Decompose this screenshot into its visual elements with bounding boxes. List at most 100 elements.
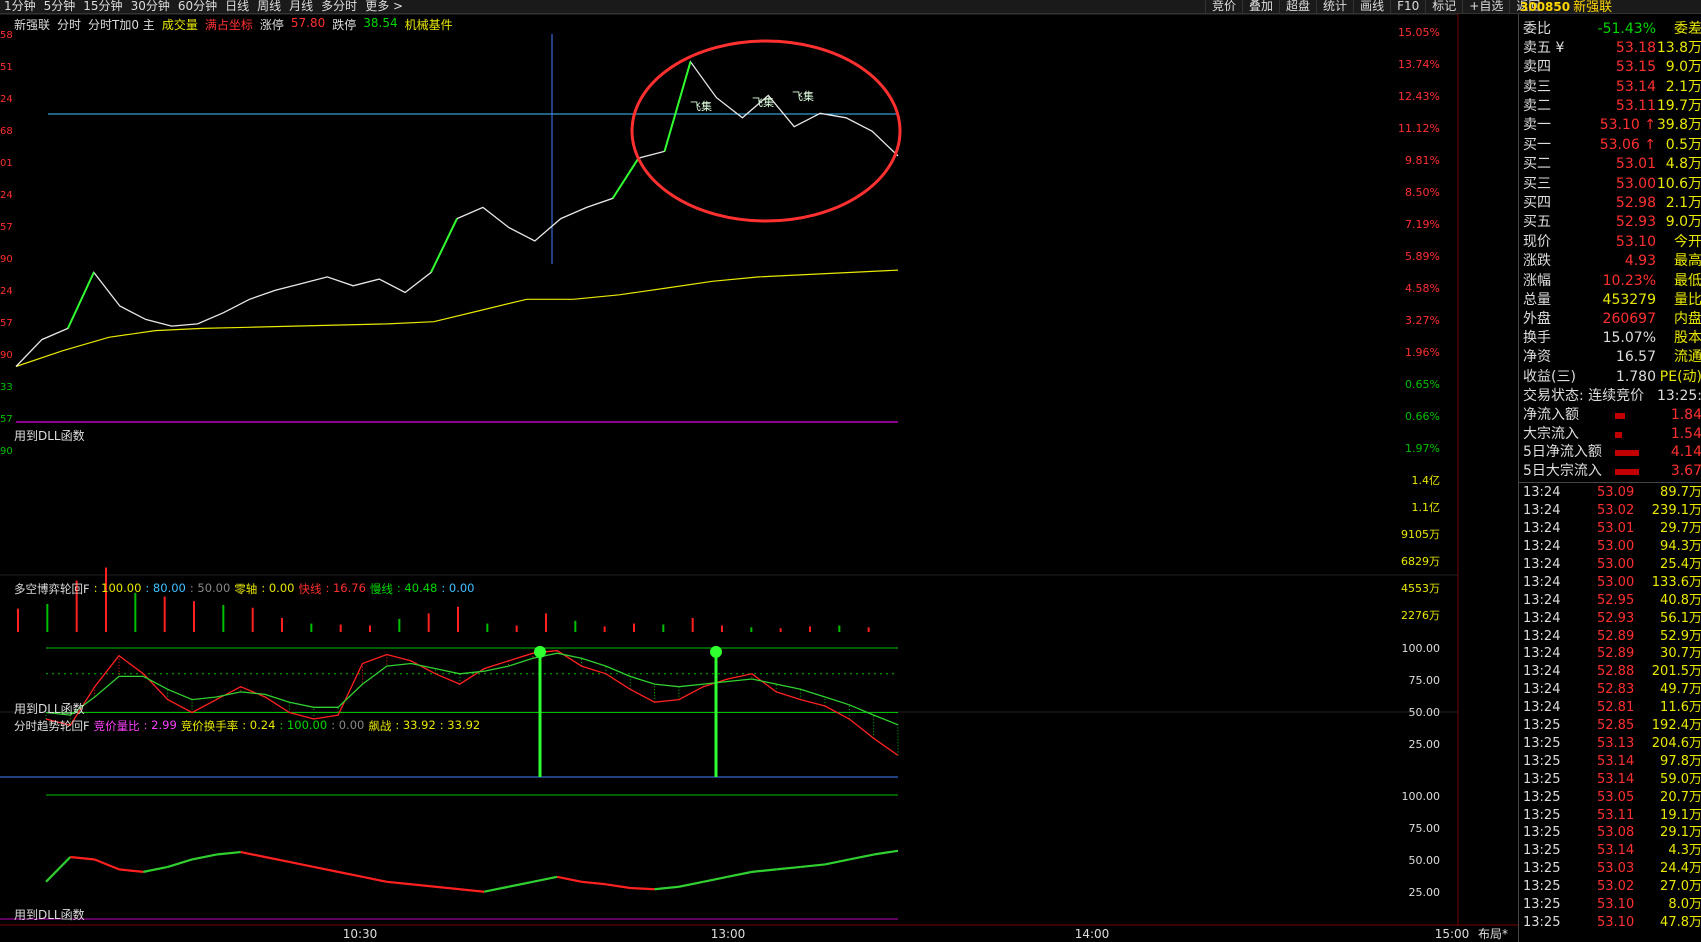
quote-row: 现价 53.10 今开	[1523, 234, 1701, 251]
sector-label[interactable]: 机械基件	[404, 18, 453, 32]
period-tab[interactable]: 周线	[257, 0, 282, 13]
price-axis-left-label: 51	[0, 62, 13, 73]
trade-row: 13:25 53.10 47.8万	[1523, 914, 1701, 930]
tool-button[interactable]: +自选	[1462, 0, 1509, 13]
period-tab[interactable]: 60分钟	[177, 0, 218, 13]
time-axis-label: 10:30	[343, 927, 378, 941]
tool-button[interactable]: 叠加	[1242, 0, 1279, 13]
mode-tab-1[interactable]: 分时	[57, 18, 82, 32]
bid-row: 买一 53.06 ↑ 0.5万	[1523, 137, 1701, 154]
trade-row: 13:25 53.03 24.4万	[1523, 861, 1701, 877]
flow-row: 5日大宗流入 3.67	[1523, 462, 1701, 479]
panel1-slow-line	[45, 652, 899, 726]
stock-name: 新强联	[1573, 0, 1613, 15]
panel1-v2: : 80.00	[145, 581, 186, 595]
panel2-trend-line	[118, 868, 144, 873]
quote-row: 涨幅 10.23% 最低	[1523, 272, 1701, 289]
trade-row: 13:25 52.85 192.4万	[1523, 718, 1701, 733]
price-axis-label: 4.58%	[1405, 282, 1440, 295]
dll-label-volume: 用到DLL函数	[14, 429, 85, 443]
panel1-v4: : 0.00	[441, 581, 475, 595]
quote-row: 换手 15.07% 股本	[1523, 330, 1701, 347]
ask-row: 卖五 ¥53.18 13.8万	[1523, 40, 1701, 57]
panel2-trend-line	[581, 880, 606, 886]
trade-row: 13:25 53.02 27.0万	[1523, 879, 1701, 895]
trade-row: 13:24 52.93 56.1万	[1523, 610, 1701, 626]
period-tab[interactable]: 1分钟	[4, 0, 36, 13]
panel2-trend-line	[143, 865, 168, 873]
trade-row: 13:24 52.95 40.8万	[1523, 592, 1701, 608]
quote-row: 收益(三) 1.780 PE(动)	[1523, 368, 1701, 385]
panel2-trend-line	[191, 853, 217, 861]
panel2-trend-line	[532, 875, 558, 883]
panel1-v1: : 100.00	[93, 581, 142, 595]
tool-button[interactable]: 超盘	[1279, 0, 1316, 13]
trade-row: 13:25 53.11 19.1万	[1523, 807, 1701, 823]
price-axis-left-label: 90	[0, 254, 13, 265]
quote-panel: 委比 -51.43% 委差 卖五 ¥53.18 13.8万 卖四 53.15 9.0万 卖三 53…	[1518, 14, 1701, 942]
panel2-trend-line	[459, 888, 485, 893]
flow-row: 5日净流入额 4.14	[1523, 444, 1701, 461]
price-axis-left-label: 57	[0, 414, 13, 425]
period-tab[interactable]: 15分钟	[83, 0, 123, 13]
coord-toggle[interactable]: 满占坐标	[204, 18, 253, 32]
panel2-fight-value: : 33.92	[395, 718, 436, 732]
panel2-trend-line	[386, 880, 412, 886]
price-axis-left-label: 33	[0, 382, 13, 393]
price-axis-label: 11.12%	[1398, 122, 1440, 135]
intraday-chart[interactable]: 15.05% 13.74% 12.43% 11.12% 9.81% 8.50% 7.19% 5…	[0, 0, 1518, 942]
quote-row: 总量 453279 量比	[1523, 291, 1701, 308]
trade-row: 13:24 53.00 133.6万	[1523, 574, 1701, 590]
price-axis-label: 8.50%	[1405, 186, 1440, 199]
trade-row: 13:25 53.14 4.3万	[1523, 843, 1701, 859]
ask-row: 卖三 53.14 2.1万	[1523, 78, 1701, 95]
volume-axis-label: 6829万	[1401, 555, 1440, 568]
price-rise-segment	[66, 271, 95, 329]
volume-axis-label: 1.1亿	[1412, 501, 1441, 514]
period-tab[interactable]: 月线	[289, 0, 314, 13]
signal-label: 集	[763, 95, 774, 109]
signal-label: 集	[701, 99, 712, 113]
period-tab[interactable]: 30分钟	[130, 0, 170, 13]
ask-row: 卖一 53.10 ↑ 39.8万	[1523, 117, 1701, 133]
signal-label: 飞	[792, 90, 803, 103]
price-axis-label: 13.74%	[1398, 58, 1440, 71]
ask-row: 卖二 53.11 19.7万	[1523, 97, 1701, 114]
panel2-trend-line	[849, 853, 874, 861]
tool-button[interactable]: 竞价	[1205, 0, 1242, 13]
volume-toggle[interactable]: 成交量	[161, 18, 198, 32]
panel2-trend-line	[508, 880, 534, 888]
panel1-signal-icon	[710, 645, 722, 658]
bid-row: 买二 53.01 4.8万	[1523, 156, 1701, 173]
period-tab[interactable]: 5分钟	[43, 0, 76, 13]
period-tab[interactable]: 多分时	[321, 0, 358, 13]
mode-tab-2[interactable]: 分时T加0 主	[88, 18, 155, 32]
tool-button[interactable]: 统计	[1316, 0, 1353, 13]
period-tab[interactable]: 日线	[225, 0, 250, 13]
tool-button[interactable]: 画线	[1353, 0, 1390, 13]
panel2-axis-label: 50.00	[1409, 854, 1441, 867]
period-tab[interactable]: 更多 >	[365, 0, 404, 13]
panel2-trend-line	[776, 865, 801, 871]
layout-button[interactable]: 布局*	[1478, 927, 1508, 941]
price-axis-label: 0.65%	[1405, 378, 1440, 391]
price-axis-label: 9.81%	[1405, 154, 1440, 167]
tool-button[interactable]: 返回	[1509, 0, 1546, 13]
price-axis-label: 7.19%	[1405, 218, 1440, 231]
tool-button[interactable]: 标记	[1425, 0, 1462, 13]
trade-row: 13:24 53.00 25.4万	[1523, 556, 1701, 572]
trade-row: 13:25 53.08 29.1万	[1523, 825, 1701, 841]
tool-button[interactable]: F10	[1390, 0, 1425, 13]
panel2-trend-line	[751, 868, 777, 873]
panel2-name: 分时趋势轮回F	[14, 719, 90, 733]
panel2-trend-line	[703, 875, 728, 883]
panel2-ratio-label: 竞价量比	[93, 719, 140, 733]
panel1-fast-value: : 16.76	[325, 581, 366, 595]
period-tabs: 1分钟 5分钟 15分钟 30分钟 60分钟 日线 周线 月线 多分时 更多 >	[0, 0, 407, 13]
volume-axis-label: 2276万	[1401, 609, 1440, 622]
limit-up-value: 57.80	[290, 16, 326, 30]
panel2-axis-label: 100.00	[1402, 790, 1441, 803]
panel2-trend-line	[167, 858, 193, 868]
quote-row: 净资 16.57 流通	[1523, 349, 1701, 366]
price-axis-label: 12.43%	[1398, 90, 1440, 103]
